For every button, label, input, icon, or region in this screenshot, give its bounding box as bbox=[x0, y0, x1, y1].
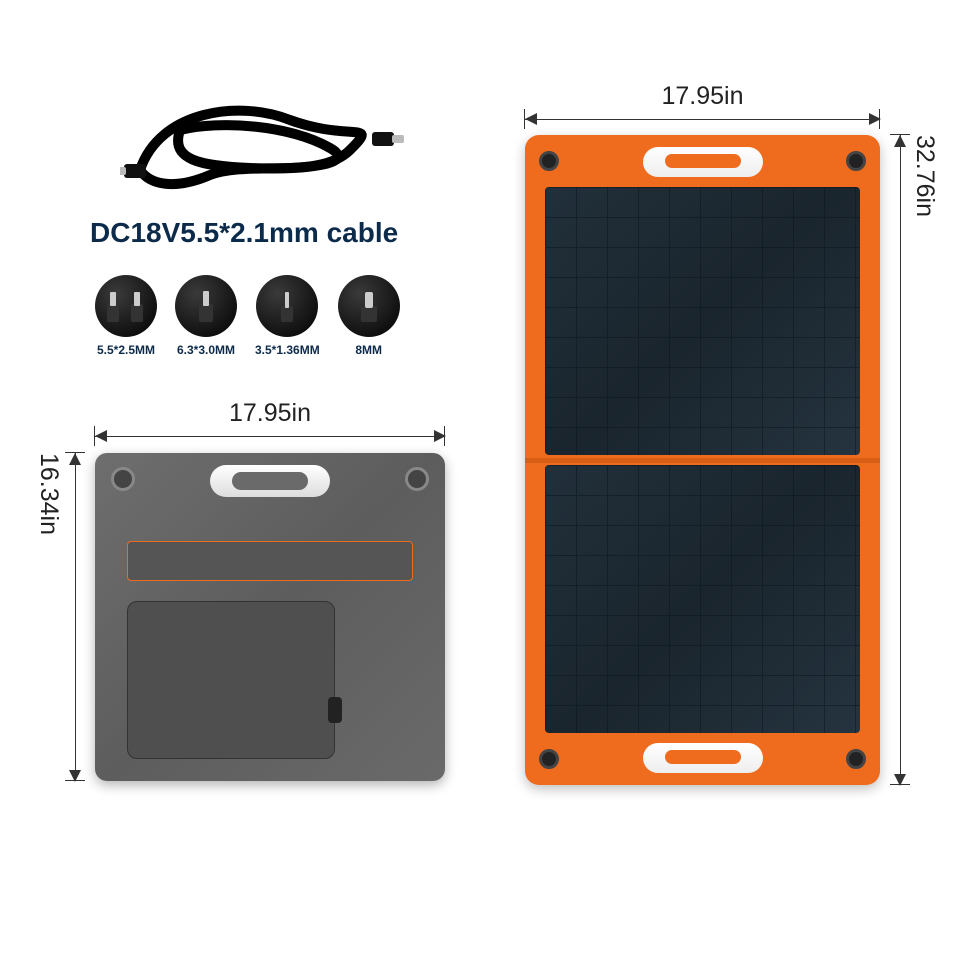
open-width-label: 17.95in bbox=[525, 82, 880, 111]
arrowhead bbox=[867, 113, 881, 125]
folded-width-line bbox=[95, 436, 445, 437]
open-eyelet bbox=[539, 749, 559, 769]
connector-3-label: 3.5*1.36MM bbox=[255, 343, 320, 357]
open-panel bbox=[525, 135, 880, 785]
arrowhead bbox=[525, 113, 539, 125]
open-height-line bbox=[900, 135, 901, 785]
panel-fold-line bbox=[525, 458, 880, 463]
connector-1: 5.5*2.5MM bbox=[95, 275, 157, 357]
connector-4: 8MM bbox=[338, 275, 400, 357]
grid-icon bbox=[545, 465, 860, 733]
solar-cell-bottom bbox=[545, 465, 860, 733]
open-handle-bottom bbox=[643, 743, 763, 773]
arrowhead bbox=[95, 430, 109, 442]
connector-2: 6.3*3.0MM bbox=[175, 275, 237, 357]
cable-image bbox=[120, 90, 410, 210]
open-height-label: 32.76in bbox=[910, 135, 939, 785]
solar-cell-top bbox=[545, 187, 860, 455]
connector-3-circle bbox=[256, 275, 318, 337]
connector-1-circle bbox=[95, 275, 157, 337]
connector-2-label: 6.3*3.0MM bbox=[177, 343, 235, 357]
open-eyelet bbox=[846, 749, 866, 769]
arrowhead bbox=[432, 430, 446, 442]
infographic-container: DC18V5.5*2.1mm cable 5.5*2.5MM 6. bbox=[0, 0, 970, 970]
connector-2-circle bbox=[175, 275, 237, 337]
grid-icon bbox=[545, 187, 860, 455]
folded-width-label: 17.95in bbox=[95, 399, 445, 428]
pouch-zipper bbox=[328, 697, 342, 723]
folded-eyelet bbox=[405, 467, 429, 491]
folded-height-label: 16.34in bbox=[34, 453, 63, 781]
arrowhead bbox=[69, 768, 81, 782]
folded-pouch bbox=[127, 601, 335, 759]
arrowhead bbox=[894, 135, 906, 149]
open-width-line bbox=[525, 119, 880, 120]
connector-3: 3.5*1.36MM bbox=[255, 275, 320, 357]
open-eyelet bbox=[846, 151, 866, 171]
connector-4-label: 8MM bbox=[355, 343, 382, 357]
open-eyelet bbox=[539, 151, 559, 171]
open-handle-top bbox=[643, 147, 763, 177]
cable-label: DC18V5.5*2.1mm cable bbox=[90, 217, 398, 249]
connector-4-circle bbox=[338, 275, 400, 337]
arrowhead bbox=[69, 453, 81, 467]
arrowhead bbox=[894, 772, 906, 786]
folded-handle bbox=[210, 465, 330, 497]
folded-height-line bbox=[75, 453, 76, 781]
folded-eyelet bbox=[111, 467, 135, 491]
connector-row: 5.5*2.5MM 6.3*3.0MM 3.5*1.36MM bbox=[95, 275, 400, 357]
folded-panel bbox=[95, 453, 445, 781]
folded-strap bbox=[127, 541, 413, 581]
connector-1-label: 5.5*2.5MM bbox=[97, 343, 155, 357]
